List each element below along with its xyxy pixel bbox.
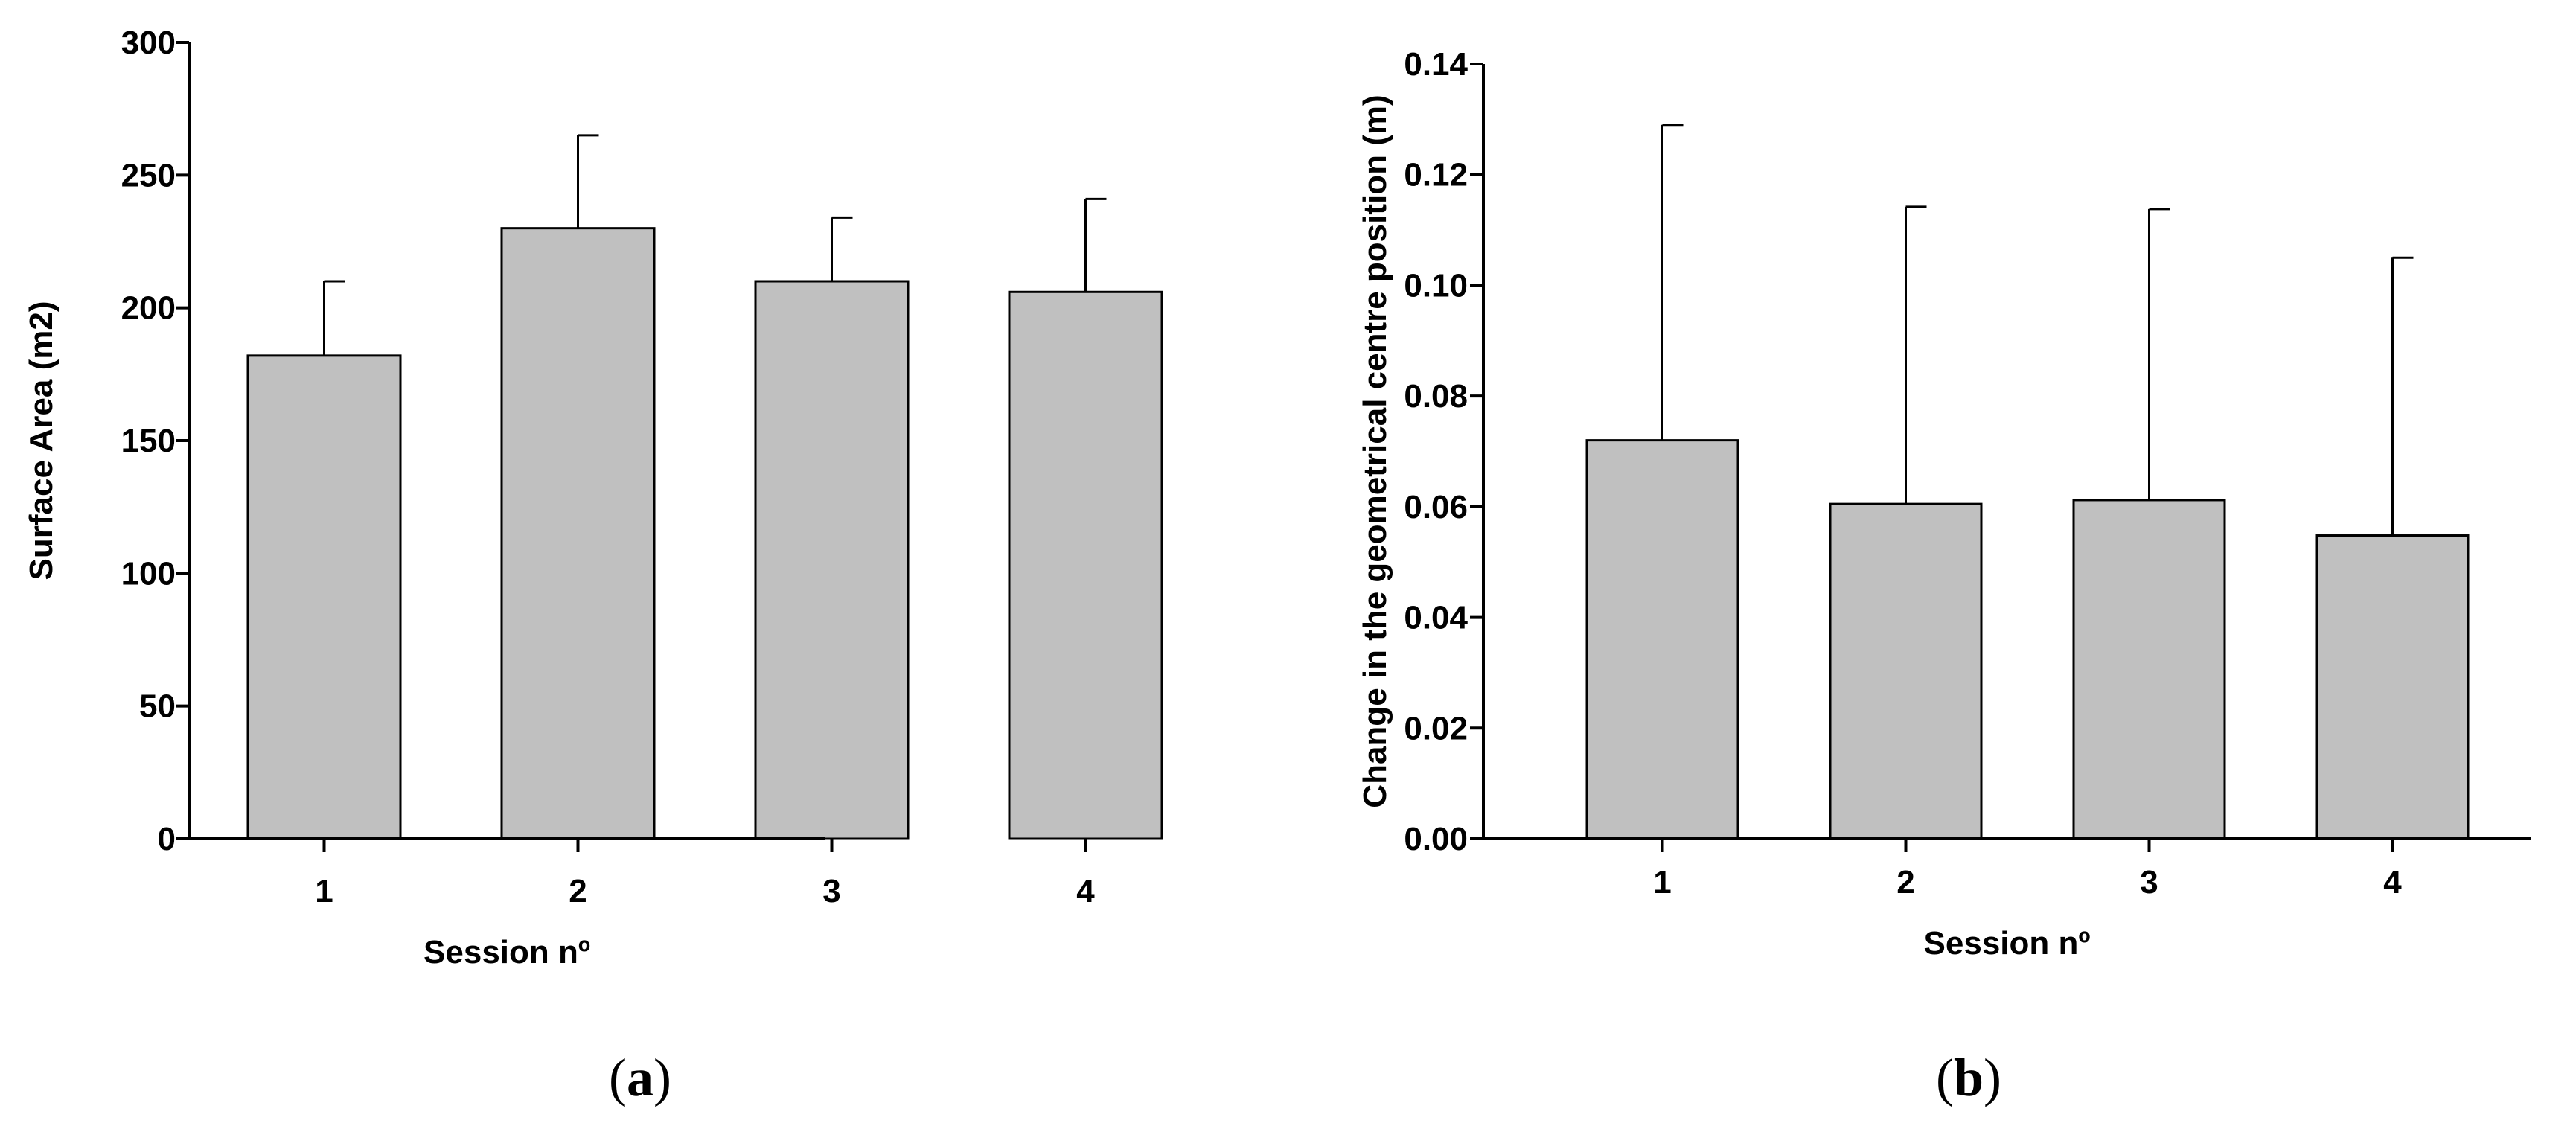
panel-b-letter: b	[1954, 1048, 1984, 1107]
y-tick-label: 0.06	[1404, 489, 1468, 525]
chart-b-y-ticks: 0.00 0.02 0.04 0.06 0.08 0.10 0.12 0.14	[1404, 46, 1483, 857]
bar-session-2	[1829, 502, 1983, 840]
chart-b-x-axis-title: Session nº	[1924, 925, 2091, 962]
panel-a-label: (a)	[609, 1048, 671, 1107]
bar-session-3	[754, 280, 910, 840]
y-tick-label: 0.02	[1404, 710, 1468, 746]
y-tick-label: 250	[121, 157, 176, 193]
chart-a-x-axis-title: Session nº	[424, 934, 590, 970]
bar-session-4	[2315, 534, 2470, 840]
y-tick-label: 200	[121, 290, 176, 327]
chart-b-x-ticks: 1 2 3 4	[1653, 839, 2402, 901]
chart-a-y-axis-title: Surface Area (m2)	[23, 301, 60, 580]
x-tick-label: 1	[1653, 864, 1671, 901]
chart-b-error-bars	[1661, 124, 2414, 536]
x-tick-label: 3	[822, 873, 840, 909]
chart-a-y-ticks: 0 50 100 150 200 250 300	[121, 25, 189, 857]
panel-b-label: (b)	[1936, 1048, 2001, 1107]
chart-a-surface-area: 0 50 100 150 200 250 300 1 2 3 4 Surface Area (m2…	[23, 25, 1163, 1107]
panel-a-letter: a	[627, 1048, 653, 1107]
y-tick-label: 0.10	[1404, 267, 1468, 304]
x-tick-label: 3	[2140, 864, 2158, 901]
y-tick-label: 300	[121, 25, 176, 61]
chart-b-geometrical-centre: 0.00 0.02 0.04 0.06 0.08 0.10 0.12 0.14 1 2 3 4 Ch…	[1357, 46, 2531, 1107]
y-tick-label: 0.04	[1404, 600, 1468, 636]
x-tick-label: 1	[315, 873, 333, 909]
x-tick-label: 4	[1076, 873, 1095, 909]
bar-session-1	[1585, 439, 1739, 840]
chart-b-bars	[1585, 439, 2470, 840]
chart-b-y-axis-title: Change in the geometrical centre positio…	[1357, 95, 1393, 807]
x-tick-label: 2	[569, 873, 587, 909]
y-tick-label: 0	[158, 821, 176, 857]
bar-session-2	[500, 227, 656, 840]
y-tick-label: 100	[121, 555, 176, 592]
bar-session-1	[246, 354, 402, 840]
bar-session-4	[1008, 290, 1163, 840]
x-tick-label: 4	[2383, 864, 2402, 901]
x-tick-label: 2	[1896, 864, 1914, 901]
chart-a-x-ticks: 1 2 3 4	[315, 839, 1095, 909]
chart-a-bars	[246, 227, 1163, 840]
y-tick-label: 0.12	[1404, 157, 1468, 193]
y-tick-label: 0.08	[1404, 378, 1468, 415]
y-tick-label: 50	[139, 688, 176, 725]
bar-session-3	[2072, 499, 2226, 840]
y-tick-label: 0.14	[1404, 46, 1468, 83]
y-tick-label: 0.00	[1404, 821, 1468, 857]
chart-a-error-bars	[323, 134, 1107, 356]
y-tick-label: 150	[121, 423, 176, 459]
